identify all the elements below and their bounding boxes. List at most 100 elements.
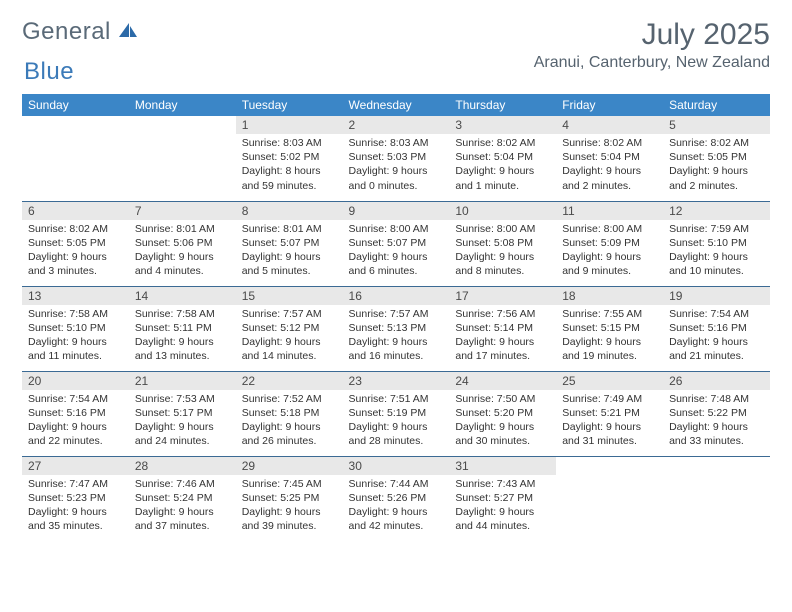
day-cell: 6Sunrise: 8:02 AMSunset: 5:05 PMDaylight…: [22, 201, 129, 286]
day-cell: 17Sunrise: 7:56 AMSunset: 5:14 PMDayligh…: [449, 286, 556, 371]
sunset-line: Sunset: 5:23 PM: [28, 491, 123, 505]
dow-tuesday: Tuesday: [236, 94, 343, 116]
day-details: Sunrise: 7:48 AMSunset: 5:22 PMDaylight:…: [663, 390, 770, 453]
sunset-line: Sunset: 5:12 PM: [242, 321, 337, 335]
day-details: Sunrise: 7:58 AMSunset: 5:10 PMDaylight:…: [22, 305, 129, 368]
day-cell: 4Sunrise: 8:02 AMSunset: 5:04 PMDaylight…: [556, 116, 663, 201]
sunset-line: Sunset: 5:21 PM: [562, 406, 657, 420]
day-cell: 8Sunrise: 8:01 AMSunset: 5:07 PMDaylight…: [236, 201, 343, 286]
day-details: Sunrise: 8:02 AMSunset: 5:05 PMDaylight:…: [22, 220, 129, 283]
daylight-line: Daylight: 9 hours and 44 minutes.: [455, 505, 550, 533]
day-details: Sunrise: 7:53 AMSunset: 5:17 PMDaylight:…: [129, 390, 236, 453]
week-row: ..1Sunrise: 8:03 AMSunset: 5:02 PMDaylig…: [22, 116, 770, 201]
day-cell: 5Sunrise: 8:02 AMSunset: 5:05 PMDaylight…: [663, 116, 770, 201]
day-details: Sunrise: 7:57 AMSunset: 5:13 PMDaylight:…: [343, 305, 450, 368]
title-block: July 2025 Aranui, Canterbury, New Zealan…: [534, 18, 770, 72]
sunset-line: Sunset: 5:05 PM: [669, 150, 764, 164]
sunrise-line: Sunrise: 8:02 AM: [455, 136, 550, 150]
day-cell: 3Sunrise: 8:02 AMSunset: 5:04 PMDaylight…: [449, 116, 556, 201]
daylight-line: Daylight: 9 hours and 2 minutes.: [669, 164, 764, 192]
day-number: 3: [449, 116, 556, 134]
daylight-line: Daylight: 9 hours and 11 minutes.: [28, 335, 123, 363]
day-cell: .: [556, 456, 663, 541]
sunrise-line: Sunrise: 8:03 AM: [349, 136, 444, 150]
sunset-line: Sunset: 5:09 PM: [562, 236, 657, 250]
daylight-line: Daylight: 9 hours and 37 minutes.: [135, 505, 230, 533]
day-details: Sunrise: 7:44 AMSunset: 5:26 PMDaylight:…: [343, 475, 450, 538]
day-number: 13: [22, 287, 129, 305]
sunrise-line: Sunrise: 7:59 AM: [669, 222, 764, 236]
day-details: Sunrise: 8:02 AMSunset: 5:04 PMDaylight:…: [556, 134, 663, 197]
day-number: 23: [343, 372, 450, 390]
sunset-line: Sunset: 5:10 PM: [669, 236, 764, 250]
day-number: 16: [343, 287, 450, 305]
sunset-line: Sunset: 5:07 PM: [349, 236, 444, 250]
day-details: Sunrise: 7:47 AMSunset: 5:23 PMDaylight:…: [22, 475, 129, 538]
day-number: 31: [449, 457, 556, 475]
day-cell: .: [22, 116, 129, 201]
sunrise-line: Sunrise: 7:44 AM: [349, 477, 444, 491]
sunrise-line: Sunrise: 7:58 AM: [28, 307, 123, 321]
sunrise-line: Sunrise: 8:02 AM: [28, 222, 123, 236]
daylight-line: Daylight: 9 hours and 42 minutes.: [349, 505, 444, 533]
sunset-line: Sunset: 5:08 PM: [455, 236, 550, 250]
daylight-line: Daylight: 9 hours and 5 minutes.: [242, 250, 337, 278]
sunrise-line: Sunrise: 8:00 AM: [349, 222, 444, 236]
day-number: 5: [663, 116, 770, 134]
day-details: Sunrise: 8:02 AMSunset: 5:04 PMDaylight:…: [449, 134, 556, 197]
sunrise-line: Sunrise: 7:58 AM: [135, 307, 230, 321]
day-details: Sunrise: 7:55 AMSunset: 5:15 PMDaylight:…: [556, 305, 663, 368]
day-cell: 27Sunrise: 7:47 AMSunset: 5:23 PMDayligh…: [22, 456, 129, 541]
sunrise-line: Sunrise: 7:46 AM: [135, 477, 230, 491]
daylight-line: Daylight: 9 hours and 19 minutes.: [562, 335, 657, 363]
daylight-line: Daylight: 9 hours and 10 minutes.: [669, 250, 764, 278]
day-details: Sunrise: 7:57 AMSunset: 5:12 PMDaylight:…: [236, 305, 343, 368]
day-cell: 15Sunrise: 7:57 AMSunset: 5:12 PMDayligh…: [236, 286, 343, 371]
daylight-line: Daylight: 9 hours and 14 minutes.: [242, 335, 337, 363]
day-number: 2: [343, 116, 450, 134]
sunset-line: Sunset: 5:18 PM: [242, 406, 337, 420]
brand-logo: General: [22, 18, 141, 46]
sunset-line: Sunset: 5:27 PM: [455, 491, 550, 505]
day-cell: 10Sunrise: 8:00 AMSunset: 5:08 PMDayligh…: [449, 201, 556, 286]
daylight-line: Daylight: 9 hours and 1 minute.: [455, 164, 550, 192]
sunrise-line: Sunrise: 8:01 AM: [242, 222, 337, 236]
dow-wednesday: Wednesday: [343, 94, 450, 116]
day-details: Sunrise: 7:52 AMSunset: 5:18 PMDaylight:…: [236, 390, 343, 453]
sunrise-line: Sunrise: 7:50 AM: [455, 392, 550, 406]
daylight-line: Daylight: 9 hours and 16 minutes.: [349, 335, 444, 363]
day-details: Sunrise: 8:03 AMSunset: 5:02 PMDaylight:…: [236, 134, 343, 197]
day-details: Sunrise: 8:00 AMSunset: 5:08 PMDaylight:…: [449, 220, 556, 283]
daylight-line: Daylight: 9 hours and 39 minutes.: [242, 505, 337, 533]
day-number: 9: [343, 202, 450, 220]
day-cell: 20Sunrise: 7:54 AMSunset: 5:16 PMDayligh…: [22, 371, 129, 456]
daylight-line: Daylight: 9 hours and 17 minutes.: [455, 335, 550, 363]
day-details: Sunrise: 8:02 AMSunset: 5:05 PMDaylight:…: [663, 134, 770, 197]
sail-icon: [117, 21, 139, 44]
day-cell: 19Sunrise: 7:54 AMSunset: 5:16 PMDayligh…: [663, 286, 770, 371]
brand-text-2: Blue: [24, 58, 74, 86]
sunset-line: Sunset: 5:03 PM: [349, 150, 444, 164]
daylight-line: Daylight: 9 hours and 2 minutes.: [562, 164, 657, 192]
sunrise-line: Sunrise: 7:57 AM: [349, 307, 444, 321]
day-number: 19: [663, 287, 770, 305]
daylight-line: Daylight: 9 hours and 26 minutes.: [242, 420, 337, 448]
calendar-table: Sunday Monday Tuesday Wednesday Thursday…: [22, 94, 770, 541]
dow-monday: Monday: [129, 94, 236, 116]
sunrise-line: Sunrise: 7:51 AM: [349, 392, 444, 406]
day-number: 1: [236, 116, 343, 134]
sunset-line: Sunset: 5:26 PM: [349, 491, 444, 505]
day-number: 24: [449, 372, 556, 390]
dow-friday: Friday: [556, 94, 663, 116]
day-cell: 14Sunrise: 7:58 AMSunset: 5:11 PMDayligh…: [129, 286, 236, 371]
day-number: 15: [236, 287, 343, 305]
daylight-line: Daylight: 9 hours and 35 minutes.: [28, 505, 123, 533]
day-number: 6: [22, 202, 129, 220]
day-details: Sunrise: 7:43 AMSunset: 5:27 PMDaylight:…: [449, 475, 556, 538]
day-number: 20: [22, 372, 129, 390]
daylight-line: Daylight: 9 hours and 30 minutes.: [455, 420, 550, 448]
day-number: 17: [449, 287, 556, 305]
day-number: 26: [663, 372, 770, 390]
sunset-line: Sunset: 5:14 PM: [455, 321, 550, 335]
day-cell: 21Sunrise: 7:53 AMSunset: 5:17 PMDayligh…: [129, 371, 236, 456]
